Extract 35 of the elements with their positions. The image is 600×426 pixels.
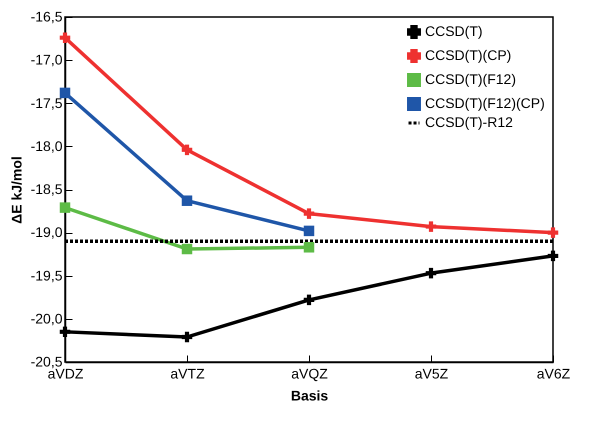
point [60,202,70,213]
y-tick-label: -19,0 [30,224,63,240]
legend-label: CCSD(T)(F12)(CP) [425,95,545,111]
x-tick-label: aVTZ [170,366,206,382]
x-axis-title: Basis [290,388,328,404]
y-axis-title: ΔE kJ/mol [8,156,25,224]
point [548,250,558,262]
point [182,144,192,156]
point [426,221,436,232]
x-tick-label: aV5Z [414,366,449,382]
point [182,332,192,342]
y-tick-label: -17,0 [30,52,63,68]
legend-label: CCSD(T)-R12 [425,114,514,130]
y-tick-label: -16,5 [30,8,63,24]
point [60,88,70,98]
point [426,268,436,278]
point [304,242,314,253]
y-tick-label: -20,0 [30,310,63,326]
x-tick-label: aV6Z [536,366,571,382]
point [182,195,192,206]
point [304,208,314,219]
x-tick-label: aVQZ [291,366,328,382]
point [60,32,70,43]
point [182,244,192,254]
y-tick-label: -18,5 [30,181,63,197]
legend-label: CCSD(T) [425,23,483,39]
legend-label: CCSD(T)(CP) [425,47,512,63]
legend-label: CCSD(T)(F12) [425,71,516,87]
point [548,227,558,238]
y-tick-label: -18,0 [30,138,63,154]
y-tick-label: -17,5 [30,94,63,111]
y-tick-label: -19,5 [30,267,63,284]
point [304,226,314,236]
point [304,294,314,306]
point [60,326,70,338]
